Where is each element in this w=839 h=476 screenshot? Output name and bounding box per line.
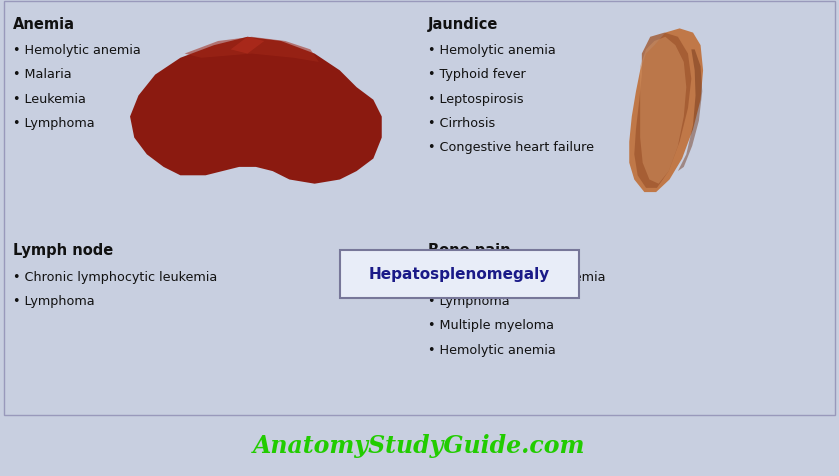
Text: • Hemolytic anemia: • Hemolytic anemia (428, 343, 555, 356)
Text: Jaundice: Jaundice (428, 17, 498, 32)
Text: Anemia: Anemia (13, 17, 75, 32)
Text: • Lymphoma: • Lymphoma (13, 295, 94, 307)
Polygon shape (629, 30, 703, 193)
Text: • Cirrhosis: • Cirrhosis (428, 117, 495, 130)
Text: • Lymphoma: • Lymphoma (428, 295, 509, 307)
Text: Lymph node: Lymph node (13, 243, 112, 258)
Text: • Chronic lymphocytic leukemia: • Chronic lymphocytic leukemia (13, 270, 216, 283)
Text: • Lymphoma: • Lymphoma (13, 117, 94, 130)
Text: • Leptospirosis: • Leptospirosis (428, 92, 524, 106)
Polygon shape (185, 38, 319, 63)
Text: AnatomyStudyGuide.com: AnatomyStudyGuide.com (253, 433, 586, 456)
Text: Bone pain: Bone pain (428, 243, 510, 258)
Polygon shape (634, 33, 691, 188)
Text: • Leukemia: • Leukemia (13, 92, 86, 106)
Text: • Multiple myeloma: • Multiple myeloma (428, 319, 554, 332)
Text: • Congestive heart failure: • Congestive heart failure (428, 141, 594, 154)
Text: Hepatosplenomegaly: Hepatosplenomegaly (368, 267, 550, 282)
FancyBboxPatch shape (340, 250, 579, 298)
Text: • Malaria: • Malaria (13, 68, 71, 81)
Polygon shape (640, 38, 686, 184)
Text: • Chronic myeloid leukemia: • Chronic myeloid leukemia (428, 270, 606, 283)
Text: • Typhoid fever: • Typhoid fever (428, 68, 526, 81)
Polygon shape (130, 38, 382, 184)
Polygon shape (678, 50, 702, 172)
Text: • Hemolytic anemia: • Hemolytic anemia (13, 44, 140, 57)
Polygon shape (231, 38, 264, 54)
Text: • Hemolytic anemia: • Hemolytic anemia (428, 44, 555, 57)
